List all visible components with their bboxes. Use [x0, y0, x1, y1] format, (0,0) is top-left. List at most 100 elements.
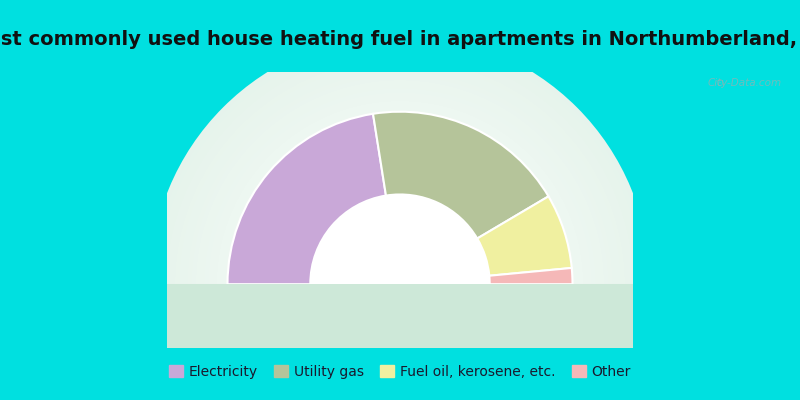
Polygon shape — [338, 284, 462, 347]
Circle shape — [383, 268, 417, 301]
Legend: Electricity, Utility gas, Fuel oil, kerosene, etc., Other: Electricity, Utility gas, Fuel oil, kero… — [163, 360, 637, 384]
Polygon shape — [279, 284, 521, 400]
Polygon shape — [262, 284, 538, 400]
Polygon shape — [313, 284, 487, 372]
Circle shape — [346, 230, 454, 338]
Polygon shape — [396, 284, 404, 288]
Polygon shape — [187, 284, 613, 400]
Polygon shape — [334, 284, 466, 351]
Circle shape — [250, 134, 550, 400]
Circle shape — [208, 92, 592, 400]
Circle shape — [196, 80, 604, 400]
Polygon shape — [292, 284, 508, 392]
Polygon shape — [242, 284, 558, 400]
Circle shape — [270, 155, 530, 400]
Circle shape — [179, 63, 621, 400]
Wedge shape — [227, 114, 386, 284]
Polygon shape — [217, 284, 583, 400]
Wedge shape — [478, 196, 572, 276]
Circle shape — [300, 184, 500, 384]
Circle shape — [217, 101, 583, 400]
Polygon shape — [170, 284, 630, 400]
Circle shape — [366, 251, 434, 318]
Polygon shape — [375, 284, 425, 309]
Polygon shape — [350, 284, 450, 334]
Polygon shape — [166, 284, 634, 400]
Polygon shape — [150, 284, 650, 400]
Circle shape — [321, 205, 479, 363]
Circle shape — [350, 234, 450, 334]
Polygon shape — [270, 284, 530, 400]
Wedge shape — [373, 112, 549, 238]
Polygon shape — [379, 284, 421, 305]
Circle shape — [242, 126, 558, 400]
Circle shape — [238, 122, 562, 400]
Circle shape — [375, 259, 425, 309]
Circle shape — [310, 194, 490, 374]
Circle shape — [204, 88, 596, 400]
Circle shape — [329, 213, 471, 355]
Circle shape — [258, 142, 542, 400]
Polygon shape — [246, 284, 554, 400]
Circle shape — [266, 151, 534, 400]
Circle shape — [304, 188, 496, 380]
Polygon shape — [266, 284, 534, 400]
Circle shape — [200, 84, 600, 400]
Circle shape — [221, 105, 579, 400]
Polygon shape — [362, 284, 438, 322]
Polygon shape — [191, 284, 609, 400]
Circle shape — [262, 147, 538, 400]
Circle shape — [371, 255, 429, 313]
Polygon shape — [213, 284, 587, 400]
Circle shape — [158, 42, 642, 400]
Circle shape — [175, 59, 625, 400]
Text: Most commonly used house heating fuel in apartments in Northumberland, PA: Most commonly used house heating fuel in… — [0, 30, 800, 49]
Circle shape — [292, 176, 508, 392]
Polygon shape — [304, 284, 496, 380]
Polygon shape — [366, 284, 434, 318]
Circle shape — [338, 222, 462, 347]
Circle shape — [296, 180, 504, 388]
Polygon shape — [342, 284, 458, 342]
Polygon shape — [258, 284, 542, 400]
Circle shape — [325, 209, 475, 359]
Circle shape — [187, 72, 613, 400]
Circle shape — [162, 46, 638, 400]
Circle shape — [308, 192, 492, 376]
Polygon shape — [358, 284, 442, 326]
Polygon shape — [234, 284, 566, 400]
Polygon shape — [221, 284, 579, 400]
Polygon shape — [346, 284, 454, 338]
Polygon shape — [208, 284, 592, 400]
Circle shape — [150, 34, 650, 400]
Circle shape — [183, 68, 617, 400]
Polygon shape — [158, 284, 642, 400]
Polygon shape — [225, 284, 575, 400]
Circle shape — [334, 218, 466, 351]
Polygon shape — [329, 284, 471, 355]
Circle shape — [166, 51, 634, 400]
Bar — [167, 284, 633, 348]
Polygon shape — [392, 284, 408, 292]
Polygon shape — [325, 284, 475, 359]
Circle shape — [246, 130, 554, 400]
Circle shape — [154, 38, 646, 400]
Circle shape — [279, 163, 521, 400]
Circle shape — [275, 159, 525, 400]
Circle shape — [234, 118, 566, 400]
Circle shape — [225, 109, 575, 400]
Text: City-Data.com: City-Data.com — [708, 78, 782, 88]
Circle shape — [313, 197, 487, 372]
Polygon shape — [250, 284, 550, 400]
Polygon shape — [321, 284, 479, 363]
Polygon shape — [175, 284, 625, 400]
Polygon shape — [183, 284, 617, 400]
Polygon shape — [154, 284, 646, 400]
Polygon shape — [383, 284, 417, 301]
Polygon shape — [387, 284, 413, 297]
Circle shape — [254, 138, 546, 400]
Polygon shape — [204, 284, 596, 400]
Circle shape — [379, 263, 421, 305]
Text: ⊙: ⊙ — [715, 78, 724, 88]
Circle shape — [392, 276, 408, 292]
